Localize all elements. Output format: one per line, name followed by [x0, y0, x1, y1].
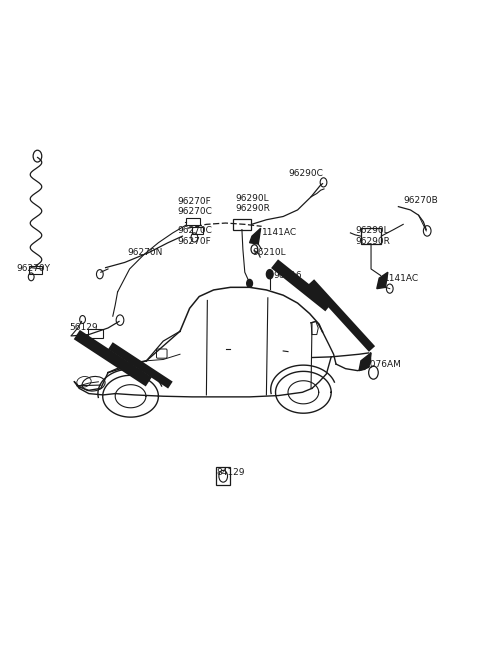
Text: 1141AC: 1141AC [384, 274, 419, 283]
Text: 96270N: 96270N [127, 248, 163, 257]
Text: 96270F
96270C: 96270F 96270C [178, 197, 213, 216]
Polygon shape [250, 228, 261, 244]
Text: 1141AC: 1141AC [262, 228, 297, 237]
Text: 96290L
96290R: 96290L 96290R [235, 194, 270, 213]
Text: 96210L: 96210L [252, 248, 286, 257]
Polygon shape [377, 272, 388, 289]
Bar [192, 227, 203, 234]
Bar [361, 228, 381, 244]
Text: 56129: 56129 [70, 323, 98, 333]
Polygon shape [359, 353, 371, 371]
Text: 96270Y: 96270Y [17, 264, 51, 274]
Text: 96270B: 96270B [403, 195, 438, 205]
Text: 96290C: 96290C [288, 169, 323, 178]
Text: 96270C
96270F: 96270C 96270F [178, 226, 213, 246]
Text: 84129: 84129 [216, 468, 244, 477]
Bar [186, 218, 200, 225]
Circle shape [266, 270, 273, 279]
Bar [216, 467, 230, 485]
Bar [88, 329, 103, 338]
Text: 96216: 96216 [274, 271, 302, 280]
Bar [29, 266, 42, 274]
Text: 96290L
96290R: 96290L 96290R [355, 226, 390, 246]
Bar [233, 219, 251, 230]
Text: 1076AM: 1076AM [365, 359, 402, 369]
Circle shape [247, 279, 252, 287]
